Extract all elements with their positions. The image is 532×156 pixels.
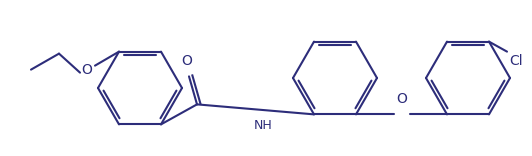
Text: Cl: Cl <box>509 54 522 68</box>
Text: O: O <box>396 92 407 106</box>
Text: NH: NH <box>254 119 273 132</box>
Text: O: O <box>81 63 93 77</box>
Text: O: O <box>181 54 193 68</box>
